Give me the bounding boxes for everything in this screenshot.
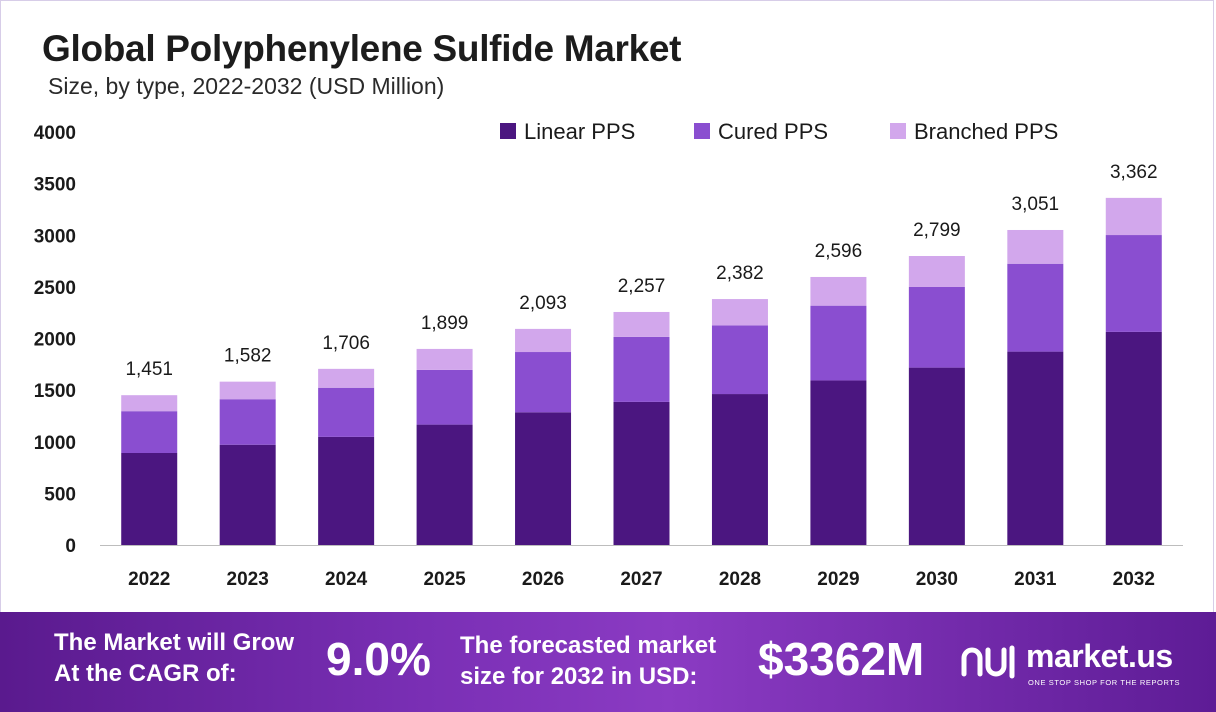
legend-label: Cured PPS: [718, 119, 828, 144]
legend-swatch: [500, 123, 516, 139]
bar-segment-branched-pps: [613, 311, 670, 337]
bar-segment-linear-pps: [318, 436, 375, 545]
bar-segment-cured-pps: [515, 352, 572, 413]
bar-total-label: 2,382: [716, 263, 764, 284]
x-tick-label: 2023: [227, 569, 269, 590]
bar-segment-branched-pps: [416, 348, 473, 370]
bar-total-label: 1,582: [224, 346, 272, 367]
bar-segment-branched-pps: [1105, 197, 1162, 236]
bar-total-label: 2,257: [618, 276, 666, 297]
market-us-logo-icon: [961, 645, 1015, 679]
bar-segment-branched-pps: [219, 381, 276, 400]
chart-subtitle: Size, by type, 2022-2032 (USD Million): [48, 73, 445, 99]
bar-segment-linear-pps: [416, 424, 473, 545]
bar-segment-cured-pps: [1105, 235, 1162, 332]
bar-segment-linear-pps: [613, 401, 670, 545]
bar-total-label: 3,051: [1012, 194, 1060, 215]
bar-total-label: 3,362: [1110, 162, 1158, 183]
x-tick-label: 2024: [325, 569, 368, 590]
legend-swatch: [890, 123, 906, 139]
bar-segment-cured-pps: [318, 387, 375, 437]
legend-label: Branched PPS: [914, 119, 1058, 144]
legend-label: Linear PPS: [524, 119, 635, 144]
brand-tagline: ONE STOP SHOP FOR THE REPORTS: [1028, 678, 1181, 687]
y-tick-label: 2500: [34, 278, 76, 299]
x-tick-label: 2032: [1113, 569, 1155, 590]
bar-segment-branched-pps: [121, 395, 178, 412]
x-tick-label: 2030: [916, 569, 958, 590]
bar-segment-branched-pps: [810, 276, 867, 306]
y-tick-label: 2000: [34, 330, 76, 351]
brand-name: market.us: [1026, 638, 1173, 674]
bar-segment-linear-pps: [711, 394, 768, 545]
bar-segment-branched-pps: [908, 256, 965, 287]
bar-segment-linear-pps: [908, 367, 965, 545]
x-tick-label: 2027: [620, 569, 662, 590]
x-tick-label: 2022: [128, 569, 170, 590]
cagr-caption-line2: At the CAGR of:: [54, 660, 237, 687]
bar-total-label: 2,093: [519, 293, 567, 314]
x-tick-label: 2031: [1014, 569, 1057, 590]
bar-segment-cured-pps: [711, 325, 768, 395]
bar-segment-cured-pps: [219, 399, 276, 445]
bar-total-label: 2,799: [913, 220, 961, 241]
y-tick-label: 3000: [34, 226, 76, 247]
bar-segment-linear-pps: [515, 412, 572, 545]
forecast-caption: The forecasted market size for 2032 in U…: [460, 630, 716, 692]
bar-segment-linear-pps: [1105, 331, 1162, 545]
bar-segment-branched-pps: [1007, 229, 1064, 264]
x-tick-label: 2029: [817, 569, 859, 590]
cagr-value: 9.0%: [326, 633, 431, 685]
bar-segment-linear-pps: [121, 453, 178, 545]
bar-segment-cured-pps: [416, 369, 473, 425]
x-tick-label: 2026: [522, 569, 564, 590]
y-tick-label: 500: [44, 484, 76, 505]
bar-segment-cured-pps: [810, 305, 867, 381]
footer-banner: The Market will Grow At the CAGR of: 9.0…: [0, 612, 1216, 712]
cagr-caption: The Market will Grow At the CAGR of:: [54, 627, 294, 689]
y-tick-label: 3500: [34, 175, 76, 196]
bar-segment-linear-pps: [219, 444, 276, 545]
forecast-value: $3362M: [758, 633, 925, 685]
forecast-caption-line2: size for 2032 in USD:: [460, 663, 698, 690]
y-tick-label: 1500: [34, 381, 76, 402]
bar-segment-cured-pps: [613, 336, 670, 402]
bar-segment-linear-pps: [810, 380, 867, 545]
x-tick-label: 2028: [719, 569, 761, 590]
forecast-caption-line1: The forecasted market: [460, 632, 717, 659]
bar-segment-cured-pps: [1007, 263, 1064, 352]
bar-total-label: 1,899: [421, 313, 469, 334]
legend-swatch: [694, 123, 710, 139]
y-tick-label: 1000: [34, 433, 76, 454]
y-tick-label: 0: [65, 536, 76, 557]
brand-logo[interactable]: market.us ONE STOP SHOP FOR THE REPORTS: [960, 632, 1200, 692]
bar-segment-cured-pps: [121, 411, 178, 454]
bar-total-label: 1,451: [125, 359, 173, 380]
y-tick-label: 4000: [34, 123, 76, 144]
x-tick-label: 2025: [423, 569, 466, 590]
cagr-caption-line1: The Market will Grow: [54, 629, 295, 656]
bar-total-label: 1,706: [322, 333, 370, 354]
chart-title: Global Polyphenylene Sulfide Market: [42, 28, 682, 69]
bar-segment-branched-pps: [515, 328, 572, 353]
bar-segment-cured-pps: [908, 286, 965, 368]
bar-segment-linear-pps: [1007, 351, 1064, 545]
stacked-bar-chart: 0 500 1000 1500 2000 2500 3000 3500 4000 1,451 202…: [34, 119, 1183, 590]
bar-total-label: 2,596: [815, 241, 863, 262]
bar-segment-branched-pps: [318, 368, 375, 388]
bar-segment-branched-pps: [711, 299, 768, 326]
